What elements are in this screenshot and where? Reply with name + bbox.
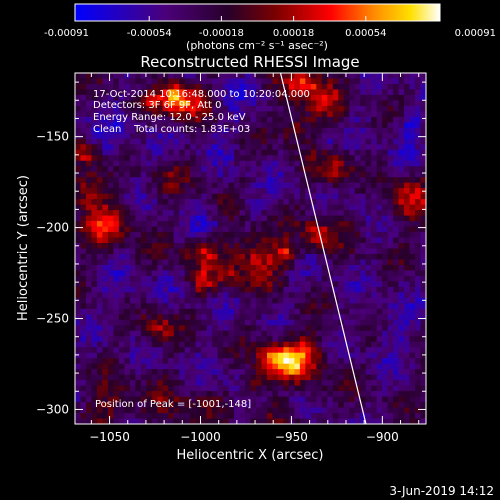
timestamp: 3-Jun-2019 14:12 xyxy=(389,484,494,498)
y-axis-label: Heliocentric Y (arcsec) xyxy=(16,175,31,321)
colorbar-tick-label: -0.00091 xyxy=(44,28,89,39)
x-tick-label: −1000 xyxy=(180,430,221,444)
colorbar-tick-label: 0.00018 xyxy=(273,28,314,39)
y-tick-label: −200 xyxy=(36,221,69,235)
colorbar-tick-label: -0.00054 xyxy=(127,28,172,39)
annotation-counts: Clean Total counts: 1.83E+03 xyxy=(93,124,250,135)
y-tick-label: −250 xyxy=(36,312,69,326)
colorbar-tick-labels: -0.00091 -0.00054 -0.00018 0.00018 0.00054 0.… xyxy=(44,28,496,39)
x-axis-label: Heliocentric X (arcsec) xyxy=(177,448,324,463)
observation-annotations: 17-Oct-2014 10:16:48.000 to 10:20:04.000… xyxy=(93,89,310,135)
annotation-time: 17-Oct-2014 10:16:48.000 to 10:20:04.000 xyxy=(93,89,310,100)
colorbar-units-label: (photons cm⁻² s⁻¹ asec⁻²) xyxy=(186,39,328,52)
annotation-energy: Energy Range: 12.0 - 25.0 keV xyxy=(93,112,246,123)
x-tick-label: −1050 xyxy=(89,430,130,444)
x-axis-ticks xyxy=(90,73,420,424)
x-tick-labels: −1050 −1000 −950 −900 xyxy=(89,430,399,444)
y-tick-label: −150 xyxy=(36,130,69,144)
heatmap-image xyxy=(75,73,426,424)
colorbar-tick-label: -0.00018 xyxy=(199,28,244,39)
y-tick-label: −300 xyxy=(36,402,69,416)
y-axis-ticks xyxy=(75,81,426,410)
annotation-detectors: Detectors: 3F 6F 9F, Att 0 xyxy=(93,100,221,111)
colorbar: -0.00091 -0.00054 -0.00018 0.00018 0.00054 0.… xyxy=(44,3,496,52)
colorbar-tick-label: 0.00091 xyxy=(455,28,496,39)
solar-limb-line xyxy=(279,73,367,424)
plot-frame xyxy=(74,72,427,425)
x-tick-label: −900 xyxy=(366,430,399,444)
colorbar-gradient xyxy=(74,3,441,22)
peak-position-label: Position of Peak = [-1001,-148] xyxy=(95,399,251,410)
x-tick-label: −950 xyxy=(275,430,308,444)
y-tick-labels: −150 −200 −250 −300 xyxy=(36,130,69,417)
colorbar-tick-label: 0.00054 xyxy=(345,28,386,39)
colorbar-ticks xyxy=(74,16,441,21)
chart-title: Reconstructed RHESSI Image xyxy=(140,53,359,71)
